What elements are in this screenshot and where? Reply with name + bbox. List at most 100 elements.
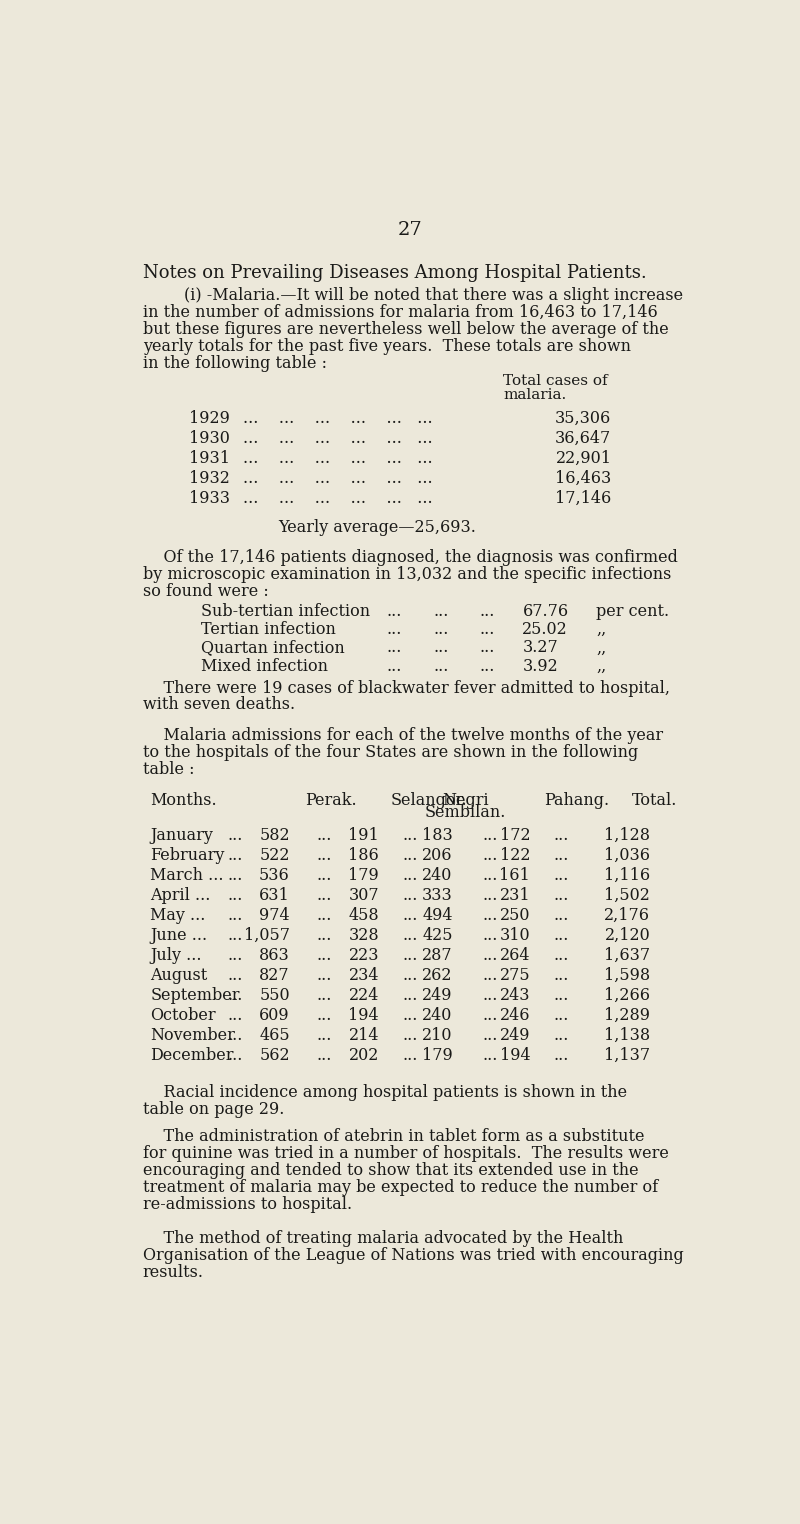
Text: with seven deaths.: with seven deaths. (142, 696, 294, 713)
Text: 275: 275 (499, 966, 530, 983)
Text: Months.: Months. (150, 792, 217, 809)
Text: ...: ... (554, 907, 569, 924)
Text: 249: 249 (422, 986, 453, 1004)
Text: ...    ...    ...    ...    ...   ...: ... ... ... ... ... ... (243, 469, 433, 488)
Text: Racial incidence among hospital patients is shown in the: Racial incidence among hospital patients… (142, 1084, 626, 1100)
Text: ...: ... (228, 847, 243, 864)
Text: Malaria admissions for each of the twelve months of the year: Malaria admissions for each of the twelv… (142, 727, 662, 744)
Text: ...    ...    ...    ...    ...   ...: ... ... ... ... ... ... (243, 491, 433, 507)
Text: ...: ... (482, 966, 498, 983)
Text: Mixed infection: Mixed infection (201, 658, 328, 675)
Text: Pahang.: Pahang. (544, 792, 610, 809)
Text: 1932: 1932 (189, 469, 230, 488)
Text: 562: 562 (259, 1047, 290, 1064)
Text: 1,116: 1,116 (604, 867, 650, 884)
Text: ...: ... (482, 1007, 498, 1024)
Text: 310: 310 (499, 927, 530, 943)
Text: 231: 231 (499, 887, 530, 904)
Text: re-admissions to hospital.: re-admissions to hospital. (142, 1196, 352, 1213)
Text: ...: ... (434, 658, 449, 675)
Text: 249: 249 (500, 1027, 530, 1044)
Text: ...: ... (482, 1027, 498, 1044)
Text: 224: 224 (349, 986, 379, 1004)
Text: 465: 465 (259, 1027, 290, 1044)
Text: ...: ... (480, 602, 495, 620)
Text: ...: ... (228, 867, 243, 884)
Text: 223: 223 (349, 946, 379, 963)
Text: 172: 172 (499, 826, 530, 844)
Text: ...: ... (480, 640, 495, 657)
Text: 974: 974 (259, 907, 290, 924)
Text: 494: 494 (422, 907, 453, 924)
Text: 1930: 1930 (189, 430, 230, 447)
Text: March ...: March ... (150, 867, 224, 884)
Text: ...: ... (402, 1007, 418, 1024)
Text: ...: ... (434, 602, 449, 620)
Text: ...: ... (402, 887, 418, 904)
Text: 240: 240 (422, 1007, 453, 1024)
Text: 202: 202 (349, 1047, 379, 1064)
Text: Perak.: Perak. (306, 792, 357, 809)
Text: ...: ... (554, 887, 569, 904)
Text: ...: ... (554, 986, 569, 1004)
Text: 522: 522 (259, 847, 290, 864)
Text: 1,057: 1,057 (244, 927, 290, 943)
Text: ...: ... (228, 887, 243, 904)
Text: 1,502: 1,502 (604, 887, 650, 904)
Text: ...: ... (317, 867, 332, 884)
Text: 183: 183 (422, 826, 453, 844)
Text: ...: ... (554, 1047, 569, 1064)
Text: The administration of atebrin in tablet form as a substitute: The administration of atebrin in tablet … (142, 1128, 644, 1146)
Text: ...: ... (317, 946, 332, 963)
Text: ...: ... (317, 847, 332, 864)
Text: table on page 29.: table on page 29. (142, 1100, 284, 1117)
Text: 16,463: 16,463 (555, 469, 611, 488)
Text: 179: 179 (422, 1047, 453, 1064)
Text: ...: ... (317, 966, 332, 983)
Text: September: September (150, 986, 240, 1004)
Text: ...: ... (482, 986, 498, 1004)
Text: ...: ... (402, 1047, 418, 1064)
Text: 35,306: 35,306 (555, 410, 611, 427)
Text: ...: ... (317, 1047, 332, 1064)
Text: 214: 214 (349, 1027, 379, 1044)
Text: There were 19 cases of blackwater fever admitted to hospital,: There were 19 cases of blackwater fever … (142, 680, 670, 696)
Text: ...: ... (480, 658, 495, 675)
Text: 425: 425 (422, 927, 453, 943)
Text: ...: ... (386, 640, 402, 657)
Text: ...: ... (402, 826, 418, 844)
Text: ...: ... (386, 602, 402, 620)
Text: 609: 609 (259, 1007, 290, 1024)
Text: treatment of malaria may be expected to reduce the number of: treatment of malaria may be expected to … (142, 1180, 658, 1196)
Text: April ...: April ... (150, 887, 210, 904)
Text: ,,: ,, (596, 640, 606, 657)
Text: encouraging and tended to show that its extended use in the: encouraging and tended to show that its … (142, 1163, 638, 1180)
Text: 1,128: 1,128 (604, 826, 650, 844)
Text: ...    ...    ...    ...    ...   ...: ... ... ... ... ... ... (243, 450, 433, 466)
Text: ...: ... (482, 826, 498, 844)
Text: ...: ... (228, 826, 243, 844)
Text: ...: ... (386, 620, 402, 639)
Text: ...: ... (434, 620, 449, 639)
Text: 262: 262 (422, 966, 453, 983)
Text: 536: 536 (259, 867, 290, 884)
Text: ...: ... (482, 847, 498, 864)
Text: table :: table : (142, 760, 194, 779)
Text: 210: 210 (422, 1027, 453, 1044)
Text: malaria.: malaria. (503, 387, 566, 402)
Text: 2,120: 2,120 (605, 927, 650, 943)
Text: ...: ... (317, 826, 332, 844)
Text: 631: 631 (259, 887, 290, 904)
Text: Total.: Total. (632, 792, 677, 809)
Text: 287: 287 (422, 946, 453, 963)
Text: ...: ... (228, 966, 243, 983)
Text: July ...: July ... (150, 946, 202, 963)
Text: ...: ... (554, 826, 569, 844)
Text: 246: 246 (500, 1007, 530, 1024)
Text: 243: 243 (500, 986, 530, 1004)
Text: for quinine was tried in a number of hospitals.  The results were: for quinine was tried in a number of hos… (142, 1146, 669, 1163)
Text: ...: ... (402, 966, 418, 983)
Text: August: August (150, 966, 208, 983)
Text: 1,138: 1,138 (604, 1027, 650, 1044)
Text: ...: ... (228, 946, 243, 963)
